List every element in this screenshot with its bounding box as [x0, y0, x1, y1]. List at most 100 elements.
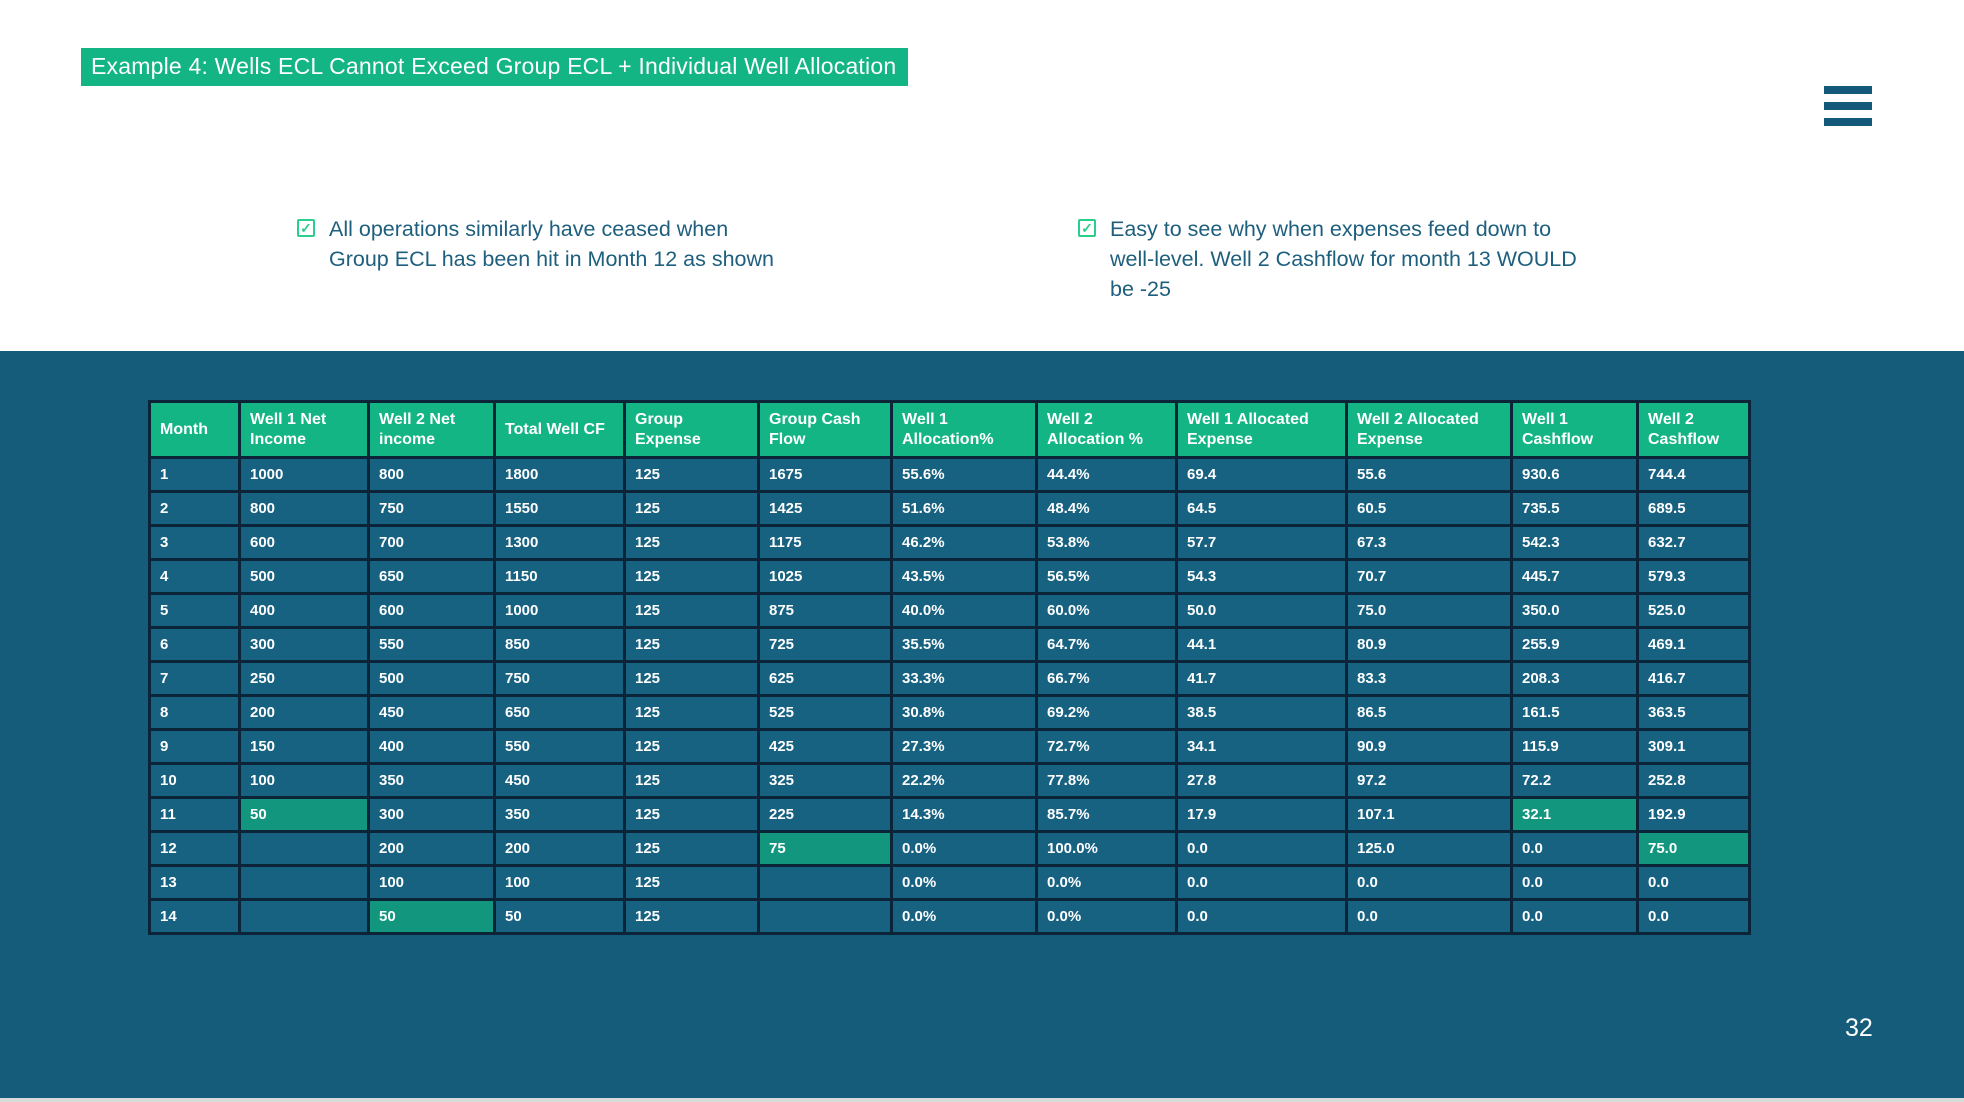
table-cell: 525 — [757, 694, 893, 731]
table-cell: 100 — [238, 762, 370, 799]
table-cell: 252.8 — [1636, 762, 1751, 799]
table-cell: 0.0 — [1510, 864, 1639, 901]
table-cell: 107.1 — [1345, 796, 1513, 833]
table-cell: 300 — [238, 626, 370, 663]
table-cell: 689.5 — [1636, 490, 1751, 527]
table-cell: 200 — [367, 830, 496, 867]
table-cell: 0.0 — [1345, 898, 1513, 935]
table-cell: 125 — [623, 796, 760, 833]
table-row: 13 100 100 125 0.0% 0.0% 0.0 0.0 0.0 0.0 — [148, 864, 1751, 901]
table-cell: 325 — [757, 762, 893, 799]
table-cell: 1000 — [238, 456, 370, 493]
table-row: 6 300 550 850 125 725 35.5% 64.7% 44.1 80.9 255.9 4… — [148, 626, 1751, 663]
table-cell — [238, 830, 370, 867]
table-row: 3 600 700 1300 125 1175 46.2% 53.8% 57.7 67.3 542.… — [148, 524, 1751, 561]
table-row: 9 150 400 550 125 425 27.3% 72.7% 34.1 90.9 115.9 3… — [148, 728, 1751, 765]
table-cell: 13 — [148, 864, 241, 901]
column-header: Well 1 Allocated Expense — [1175, 400, 1348, 459]
bullet-text: All operations similarly have ceased whe… — [329, 217, 775, 271]
table-cell: 46.2% — [890, 524, 1038, 561]
hamburger-menu-icon[interactable] — [1824, 86, 1872, 126]
table-cell: 51.6% — [890, 490, 1038, 527]
table-cell: 650 — [493, 694, 626, 731]
ecl-table: Month Well 1 Net Income Well 2 Net income Tot… — [148, 400, 1751, 935]
table-cell: 200 — [493, 830, 626, 867]
table-cell: 0.0 — [1636, 864, 1751, 901]
table-cell: 125 — [623, 558, 760, 595]
table-cell: 600 — [367, 592, 496, 629]
table-cell: 500 — [367, 660, 496, 697]
bullet-text: Easy to see why when expenses feed down … — [1110, 217, 1577, 301]
table-cell: 9 — [148, 728, 241, 765]
table-cell: 550 — [493, 728, 626, 765]
table-cell: 125 — [623, 864, 760, 901]
table-cell: 75.0 — [1345, 592, 1513, 629]
table-cell: 400 — [367, 728, 496, 765]
column-header: Group Expense — [623, 400, 760, 459]
table-cell: 625 — [757, 660, 893, 697]
table-cell: 150 — [238, 728, 370, 765]
table-cell: 5 — [148, 592, 241, 629]
table-cell: 57.7 — [1175, 524, 1348, 561]
menu-bar — [1824, 86, 1872, 94]
table-cell: 7 — [148, 660, 241, 697]
table-cell: 750 — [493, 660, 626, 697]
table-cell: 100 — [367, 864, 496, 901]
table-cell: 400 — [238, 592, 370, 629]
table-cell: 8 — [148, 694, 241, 731]
table-cell: 1425 — [757, 490, 893, 527]
table-cell: 125 — [623, 592, 760, 629]
table-cell: 700 — [367, 524, 496, 561]
table-cell: 44.4% — [1035, 456, 1178, 493]
table-cell: 0.0% — [1035, 864, 1178, 901]
table-cell: 125 — [623, 524, 760, 561]
table-cell: 80.9 — [1345, 626, 1513, 663]
column-header: Group Cash Flow — [757, 400, 893, 459]
table-cell: 0.0 — [1510, 830, 1639, 867]
table-cell: 48.4% — [1035, 490, 1178, 527]
table-cell: 3 — [148, 524, 241, 561]
table-cell: 90.9 — [1345, 728, 1513, 765]
column-header: Well 1 Allocation% — [890, 400, 1038, 459]
table-cell: 56.5% — [1035, 558, 1178, 595]
table-cell: 125 — [623, 898, 760, 935]
table-cell: 0.0% — [890, 830, 1038, 867]
table-cell: 0.0% — [890, 864, 1038, 901]
table-cell: 125 — [623, 660, 760, 697]
table-cell: 86.5 — [1345, 694, 1513, 731]
table-cell: 50 — [367, 898, 496, 935]
table-cell: 69.4 — [1175, 456, 1348, 493]
column-header: Well 2 Cashflow — [1636, 400, 1751, 459]
table-cell: 2 — [148, 490, 241, 527]
table-cell: 64.7% — [1035, 626, 1178, 663]
table-row: 2 800 750 1550 125 1425 51.6% 48.4% 64.5 60.5 735.… — [148, 490, 1751, 527]
column-header: Well 2 Net income — [367, 400, 496, 459]
table-cell: 850 — [493, 626, 626, 663]
table-cell: 725 — [757, 626, 893, 663]
table-cell: 350 — [493, 796, 626, 833]
table-row: 8 200 450 650 125 525 30.8% 69.2% 38.5 86.5 161.5 3… — [148, 694, 1751, 731]
table-cell: 85.7% — [1035, 796, 1178, 833]
table-cell: 0.0 — [1175, 898, 1348, 935]
table-cell: 60.5 — [1345, 490, 1513, 527]
table-cell: 125 — [623, 456, 760, 493]
table-cell: 10 — [148, 762, 241, 799]
table-cell: 17.9 — [1175, 796, 1348, 833]
table-cell: 1150 — [493, 558, 626, 595]
table-row: 12 200 200 125 75 0.0% 100.0% 0.0 125.0 0.0 75.0 — [148, 830, 1751, 867]
table-cell: 72.7% — [1035, 728, 1178, 765]
table-cell: 800 — [238, 490, 370, 527]
table-cell: 22.2% — [890, 762, 1038, 799]
table-row: 11 50 300 350 125 225 14.3% 85.7% 17.9 107.1 32.1 1… — [148, 796, 1751, 833]
table-cell: 27.3% — [890, 728, 1038, 765]
table-cell: 255.9 — [1510, 626, 1639, 663]
table-cell: 12 — [148, 830, 241, 867]
table-cell: 50 — [493, 898, 626, 935]
table-cell: 1675 — [757, 456, 893, 493]
table-cell — [238, 898, 370, 935]
column-header: Total Well CF — [493, 400, 626, 459]
table-cell: 579.3 — [1636, 558, 1751, 595]
table-cell: 72.2 — [1510, 762, 1639, 799]
table-cell: 225 — [757, 796, 893, 833]
table-cell: 300 — [367, 796, 496, 833]
